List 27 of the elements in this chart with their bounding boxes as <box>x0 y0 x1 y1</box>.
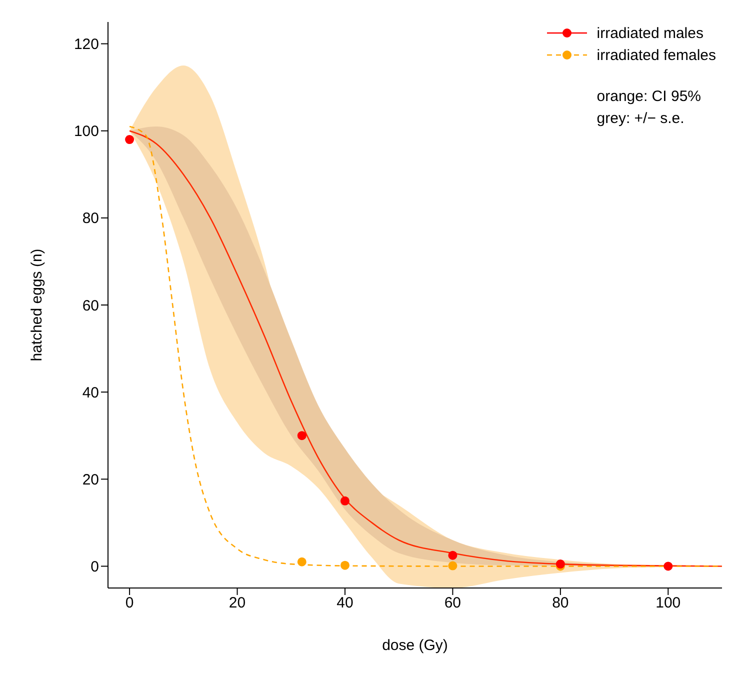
y-tick-label: 20 <box>82 471 99 488</box>
y-tick-label: 40 <box>82 384 99 402</box>
point <box>448 561 458 570</box>
point <box>448 550 458 560</box>
point <box>664 562 673 571</box>
y-tick-label: 100 <box>74 123 99 140</box>
y-axis-title: hatched eggs (n) <box>28 248 46 362</box>
point <box>297 431 306 440</box>
annotation: orange: CI 95% <box>596 87 702 107</box>
point <box>340 496 350 506</box>
x-tick-label: 100 <box>656 594 681 612</box>
annotation: grey: +/− s.e. <box>596 109 686 129</box>
legend-label: irradiated males <box>596 24 704 42</box>
x-tick-label: 60 <box>444 594 462 612</box>
y-tick-label: 60 <box>82 297 99 314</box>
y-tick-label: 80 <box>82 210 99 228</box>
y-tick-label: 120 <box>74 36 99 54</box>
y-tick-label: 0 <box>90 558 99 576</box>
x-tick-label: 0 <box>125 594 134 612</box>
x-tick-label: 20 <box>228 594 246 612</box>
point <box>125 135 134 144</box>
legend-label: irradiated females <box>596 46 716 64</box>
x-axis-title: dose (Gy) <box>382 637 448 654</box>
point <box>297 557 306 566</box>
point <box>340 560 350 570</box>
x-tick-label: 40 <box>336 594 354 612</box>
x-tick-label: 80 <box>552 594 569 612</box>
